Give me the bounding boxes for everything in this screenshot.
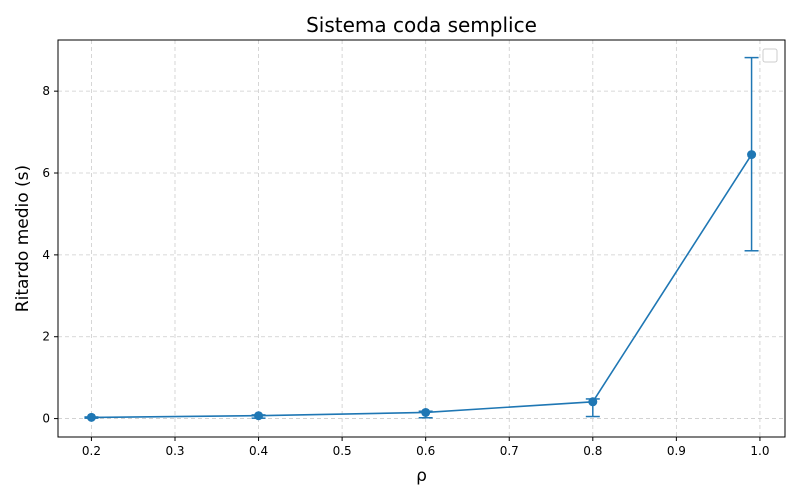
chart-title: Sistema coda semplice	[306, 13, 537, 37]
data-point	[86, 412, 96, 422]
x-axis-title: ρ	[416, 466, 427, 486]
legend-box	[762, 48, 778, 63]
y-tick-label: 4	[42, 248, 50, 262]
x-tick-label: 0.5	[333, 444, 352, 458]
x-tick-label: 1.0	[750, 444, 769, 458]
x-tick-label: 0.3	[165, 444, 184, 458]
y-tick-label: 2	[42, 330, 50, 344]
x-tick-label: 0.4	[249, 444, 268, 458]
data-point	[588, 397, 598, 407]
x-tick-label: 0.7	[500, 444, 519, 458]
ticks: 0.2 0.3 0.4 0.5 0.6 0.7 0.8 0.9 1.0 0 2 4 6 8	[42, 84, 769, 458]
x-tick-label: 0.9	[667, 444, 686, 458]
series-layer	[84, 56, 759, 422]
y-tick-label: 0	[42, 412, 50, 426]
grid	[58, 40, 785, 437]
x-tick-label: 0.6	[416, 444, 435, 458]
x-tick-label: 0.8	[583, 444, 602, 458]
data-point	[254, 411, 264, 421]
data-point	[747, 150, 757, 160]
x-tick-label: 0.2	[82, 444, 101, 458]
plot-frame	[57, 39, 786, 438]
data-point	[421, 407, 431, 417]
y-tick-label: 8	[42, 84, 50, 98]
y-tick-label: 6	[42, 166, 50, 180]
y-axis-title: Ritardo medio (s)	[13, 165, 33, 312]
